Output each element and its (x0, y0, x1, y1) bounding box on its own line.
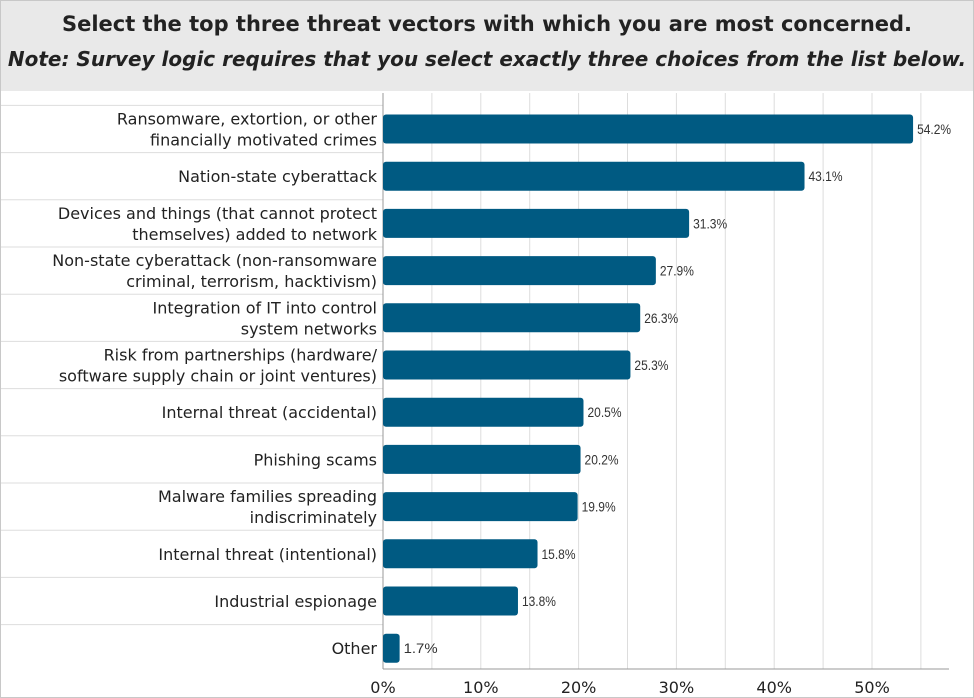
category-label: Malware families spreading (158, 487, 377, 506)
x-tick-label: 40% (756, 678, 792, 697)
data-label: 27.9% (660, 263, 694, 279)
data-label: 20.2% (585, 451, 619, 467)
category-label: financially motivated crimes (150, 131, 377, 150)
bar (383, 586, 518, 616)
bar (383, 350, 631, 380)
data-label: 13.8% (522, 593, 556, 609)
bar (383, 208, 690, 238)
chart-header: Select the top three threat vectors with… (1, 1, 973, 91)
x-tick-label: 0% (370, 678, 395, 697)
category-label: Non-state cyberattack (non-ransomware (52, 251, 377, 270)
data-label: 26.3% (644, 310, 678, 326)
bar (383, 256, 656, 286)
category-label: Internal threat (accidental) (162, 403, 377, 422)
bar (383, 633, 400, 663)
data-label: 54.2% (917, 121, 951, 137)
category-label: Internal threat (intentional) (158, 545, 377, 564)
data-label: 15.8% (542, 546, 576, 562)
category-label: Risk from partnerships (hardware/ (104, 346, 378, 365)
bar (383, 397, 584, 427)
chart-note: Note: Survey logic requires that you sel… (7, 47, 967, 71)
data-label: 43.1% (809, 168, 843, 184)
bar (383, 492, 578, 522)
category-label: criminal, terrorism, hacktivism) (126, 272, 377, 291)
x-tick-label: 20% (561, 678, 597, 697)
bar (383, 303, 641, 333)
x-tick-label: 10% (463, 678, 499, 697)
category-label: Devices and things (that cannot protect (58, 204, 377, 223)
category-label: Phishing scams (254, 450, 377, 469)
x-tick-label: 30% (659, 678, 695, 697)
x-tick-label: 50% (854, 678, 890, 697)
bar (383, 161, 805, 191)
data-label: 19.9% (582, 499, 616, 515)
category-label: themselves) added to network (132, 225, 378, 244)
category-label: indiscriminately (250, 508, 377, 527)
data-label: 25.3% (634, 357, 668, 373)
chart-title: Select the top three threat vectors with… (61, 12, 913, 36)
data-label: 20.5% (587, 404, 621, 420)
category-label: Nation-state cyberattack (178, 167, 378, 186)
bar (383, 539, 538, 569)
category-label: Ransomware, extortion, or other (117, 110, 378, 129)
category-label: Industrial espionage (214, 592, 377, 611)
category-label: software supply chain or joint ventures) (59, 367, 377, 386)
data-label: 31.3% (693, 215, 727, 231)
bar (383, 114, 914, 144)
category-label: system networks (241, 319, 377, 338)
category-label: Other (332, 639, 378, 658)
category-label: Integration of IT into control (152, 298, 377, 317)
bar (383, 444, 581, 474)
data-label: 1.7% (404, 640, 438, 656)
